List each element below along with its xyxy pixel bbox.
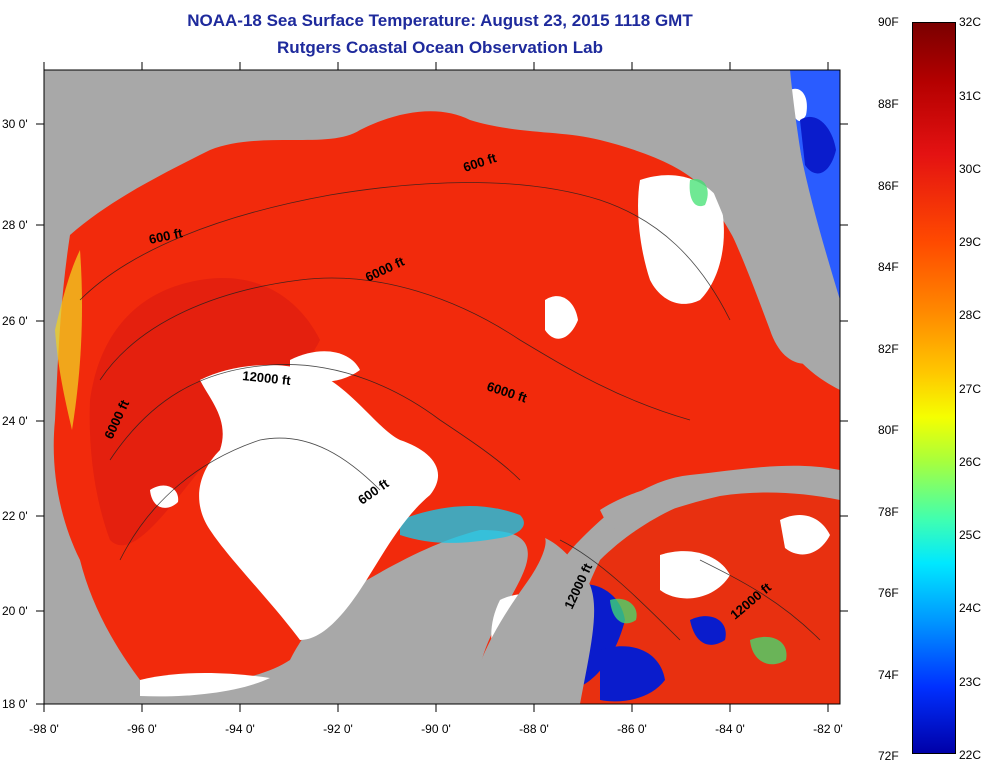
depth-contours (79, 182, 821, 641)
colorbar-c-label: 30C (959, 162, 982, 176)
plot-frame (43, 69, 841, 705)
cool-coastal-band (400, 505, 524, 543)
y-tick-label: 28 0' (2, 218, 28, 232)
y-tick-label: 20 0' (2, 604, 28, 618)
map-title: NOAA-18 Sea Surface Temperature: August … (187, 11, 693, 30)
x-tick-label: -96 0' (127, 722, 157, 736)
y-tick-label: 22 0' (2, 509, 28, 523)
map-subtitle: Rutgers Coastal Ocean Observation Lab (277, 38, 603, 57)
temperature-colorbar (912, 22, 956, 754)
x-tick-label: -92 0' (323, 722, 353, 736)
colorbar-f-label: 88F (878, 97, 899, 111)
colorbar-c-label: 22C (959, 748, 982, 762)
y-tick-label: 30 0' (2, 117, 28, 131)
x-axis-ticks (43, 62, 829, 712)
green-patches (610, 179, 787, 665)
colorbar-c-label: 31C (959, 89, 982, 103)
colorbar-f-label: 76F (878, 586, 899, 600)
colorbar-f-label: 82F (878, 342, 899, 356)
florida (700, 70, 830, 364)
x-tick-label: -94 0' (225, 722, 255, 736)
colorbar-f-label: 86F (878, 179, 899, 193)
y-tick-label: 18 0' (2, 697, 28, 711)
colorbar-c-label: 25C (959, 528, 982, 542)
colorbar-c-label: 29C (959, 235, 982, 249)
colorbar-f-label: 80F (878, 423, 899, 437)
y-tick-label: 24 0' (2, 414, 28, 428)
contour-label: 600 ft (148, 225, 185, 247)
cool-band-west (55, 250, 83, 430)
x-tick-label: -84 0' (715, 722, 745, 736)
colorbar-c-label: 32C (959, 15, 982, 29)
colorbar-f-label: 74F (878, 668, 899, 682)
colorbar-c-label: 28C (959, 308, 982, 322)
colorbar-c-label: 23C (959, 675, 982, 689)
contour-label: 12000 ft (242, 368, 292, 388)
colorbar-f-label: 84F (878, 260, 899, 274)
x-tick-label: -98 0' (29, 722, 59, 736)
x-tick-label: -88 0' (519, 722, 549, 736)
colorbar-c-label: 27C (959, 382, 982, 396)
y-axis-ticks (36, 123, 848, 705)
colorbar-f-label: 72F (878, 749, 899, 763)
colorbar-f-label: 78F (878, 505, 899, 519)
x-tick-label: -82 0' (813, 722, 843, 736)
y-tick-label: 26 0' (2, 314, 28, 328)
cuba (600, 471, 840, 530)
colorbar-c-label: 26C (959, 455, 982, 469)
colorbar-f-label: 90F (878, 15, 899, 29)
warm-core (89, 278, 320, 546)
x-tick-label: -86 0' (617, 722, 647, 736)
yucatan-peninsula (470, 538, 595, 704)
colorbar-c-label: 24C (959, 601, 982, 615)
x-tick-label: -90 0' (421, 722, 451, 736)
